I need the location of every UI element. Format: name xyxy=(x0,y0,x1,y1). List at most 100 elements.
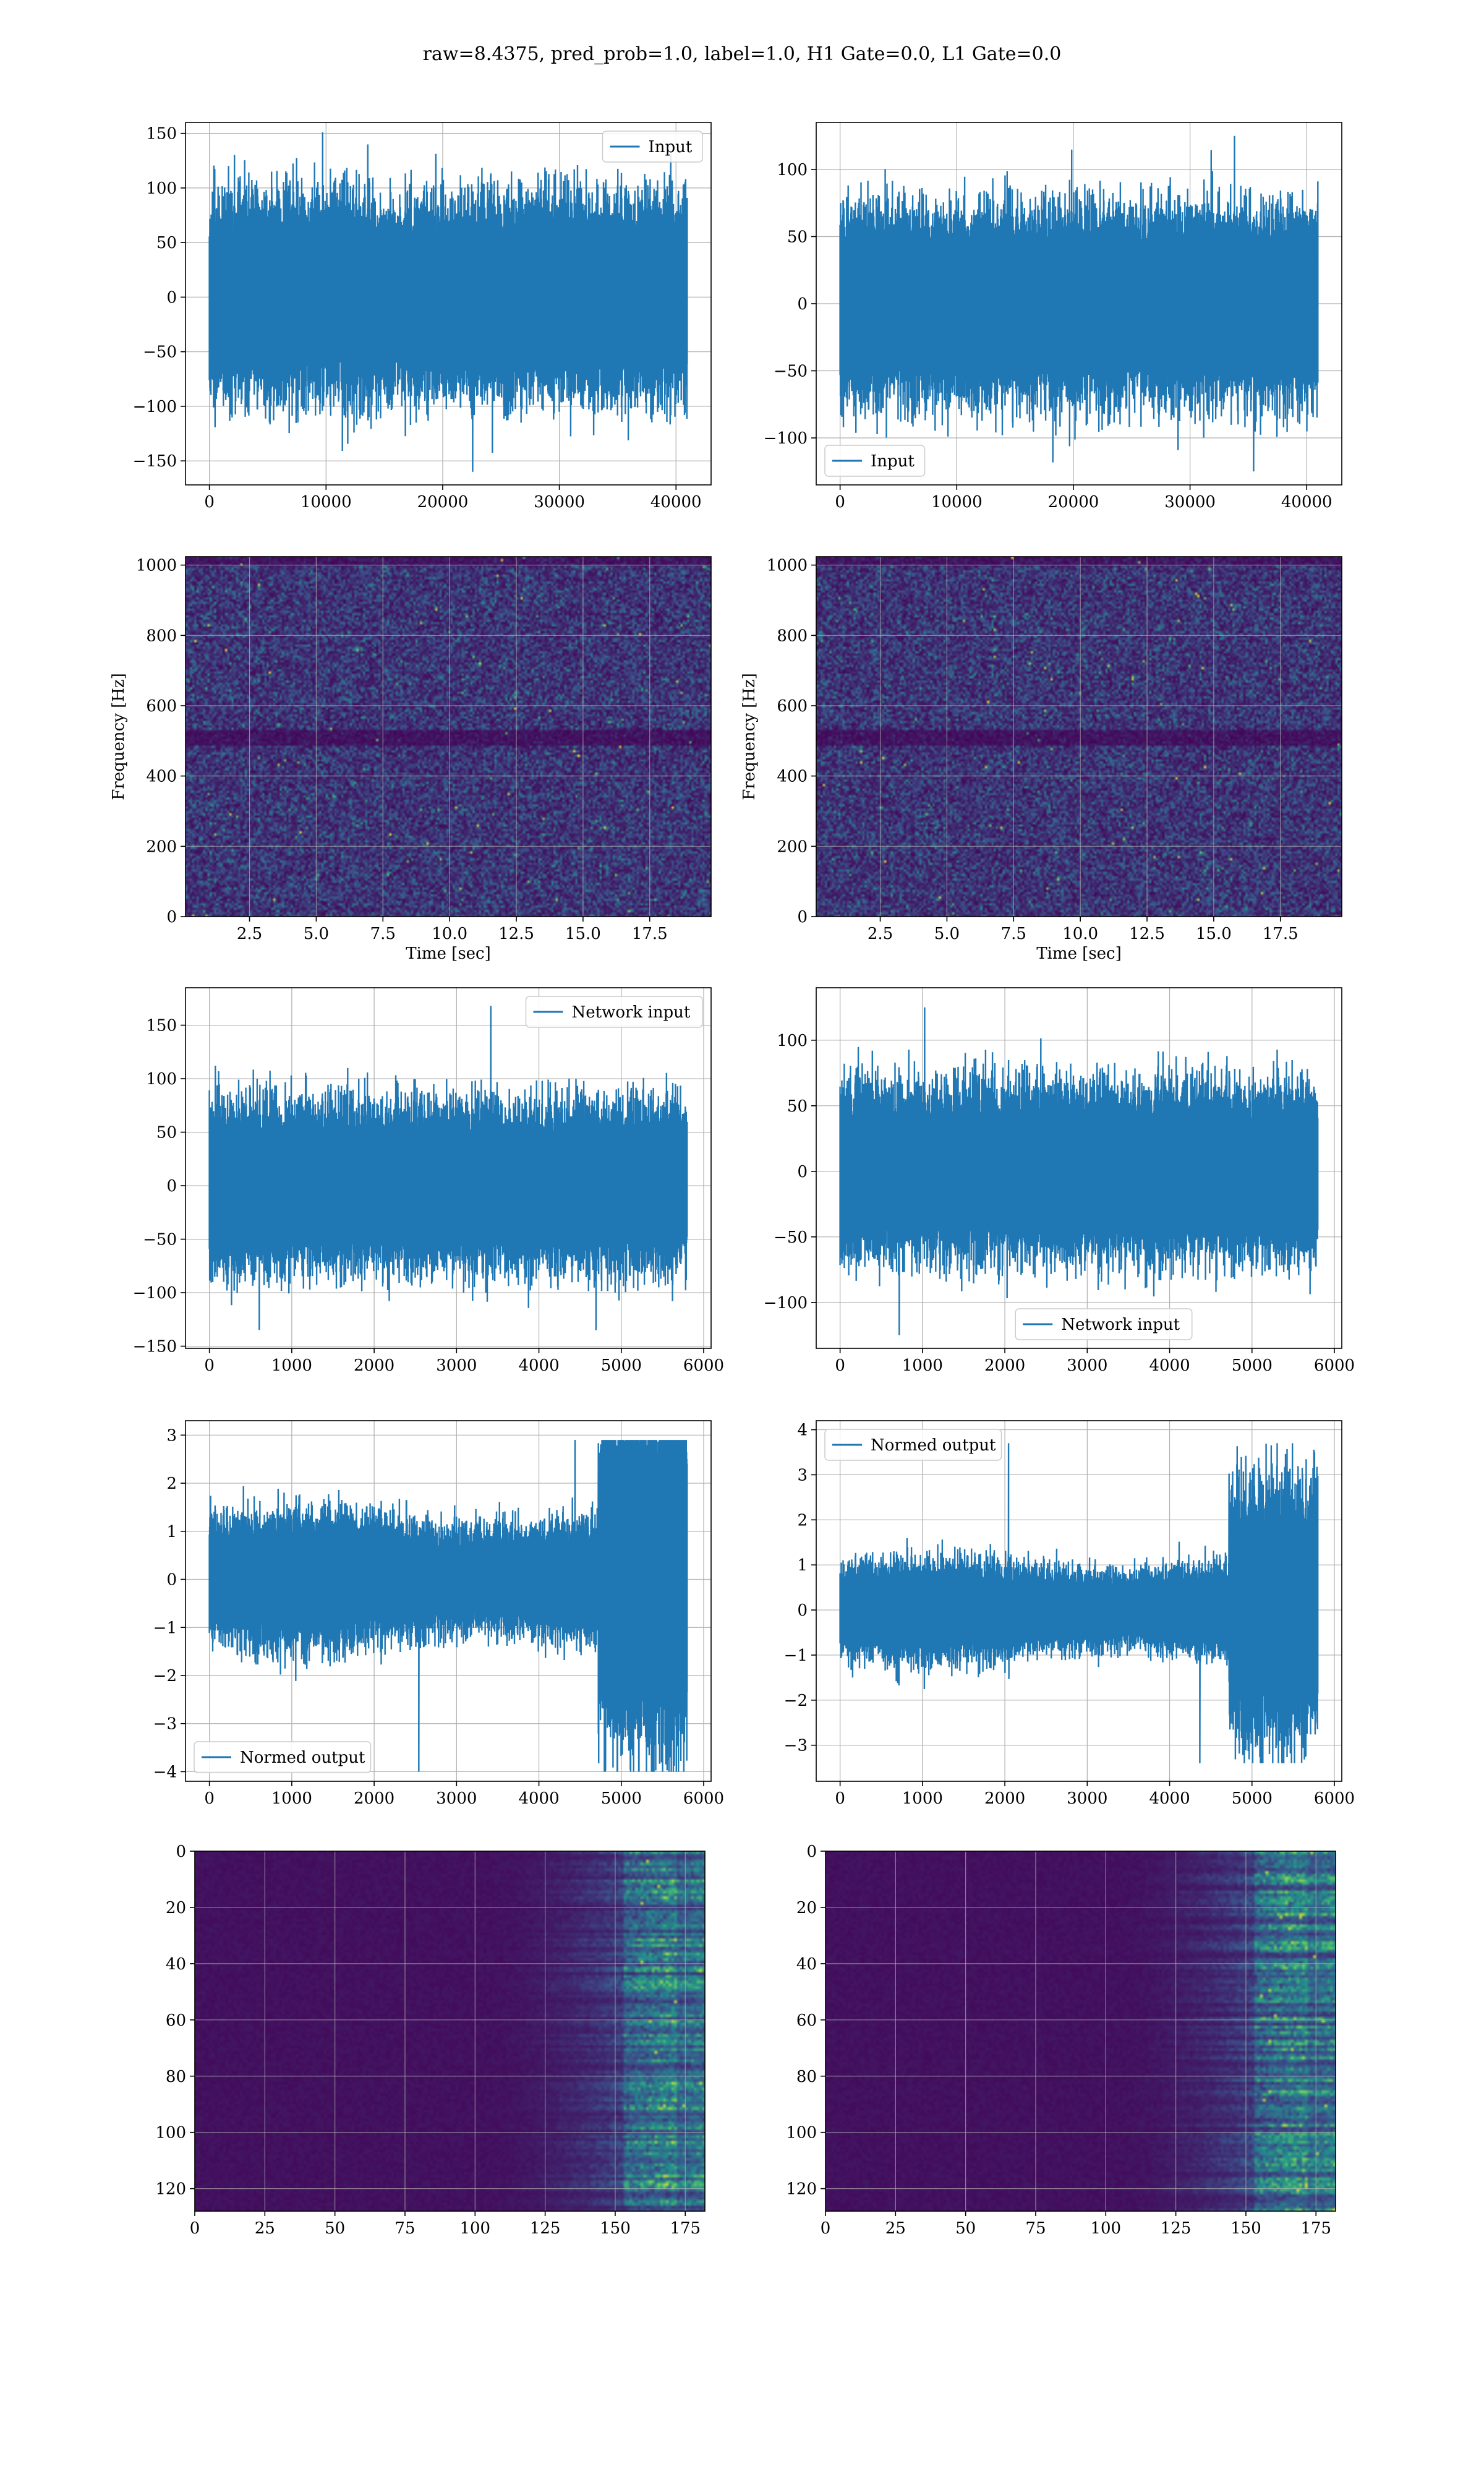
p8-axes-frame xyxy=(194,1851,706,2212)
p6-axes-frame xyxy=(185,1420,712,1782)
p7-ytick-label: 3 xyxy=(797,1466,808,1484)
p5-xtick-label: 0 xyxy=(835,1356,845,1375)
p8-xtick-label: 0 xyxy=(190,2219,200,2238)
p9-xtick-label: 175 xyxy=(1300,2219,1331,2238)
p0-xtick-label: 40000 xyxy=(650,493,702,511)
p9-axes-frame xyxy=(825,1851,1336,2212)
p8-xtick-label: 75 xyxy=(394,2219,415,2238)
p7-xtick-label: 4000 xyxy=(1149,1789,1190,1808)
p0-ytick-label: 50 xyxy=(156,234,177,252)
p9-ytick-label: 100 xyxy=(786,2124,817,2142)
p6-xtick-label: 2000 xyxy=(354,1789,394,1808)
p9-heatmap-image xyxy=(825,1851,1336,2211)
p3-ytick-label: 200 xyxy=(777,837,808,856)
p2-ytick-label: 1000 xyxy=(136,557,177,575)
p8-xtick-label: 50 xyxy=(325,2219,345,2238)
figure-title: raw=8.4375, pred_prob=1.0, label=1.0, H1… xyxy=(422,43,1062,65)
p7-xtick-label: 1000 xyxy=(902,1789,943,1808)
p9-xtick-label: 25 xyxy=(885,2219,906,2238)
p5-series-core xyxy=(840,1132,1318,1211)
p1-ytick-label: −50 xyxy=(774,362,808,381)
p7-series-burst-core xyxy=(1229,1567,1318,1653)
p7-ytick-label: 4 xyxy=(797,1421,808,1440)
p6-ytick-label: 2 xyxy=(166,1475,177,1493)
p2-xtick-label: 17.5 xyxy=(632,925,668,943)
p4-xtick-label: 2000 xyxy=(354,1356,394,1375)
p5-xtick-label: 6000 xyxy=(1314,1356,1355,1375)
p3-heatmap-image xyxy=(816,557,1342,917)
p3-ytick-label: 1000 xyxy=(767,557,808,575)
p5-xtick-label: 5000 xyxy=(1232,1356,1273,1375)
p0-xtick-label: 10000 xyxy=(301,493,352,511)
p3-xtick-label: 15.0 xyxy=(1196,925,1232,943)
p2-ytick-label: 800 xyxy=(146,627,177,645)
p1-legend-label: Input xyxy=(871,452,915,471)
p7-legend-box xyxy=(824,1429,1002,1461)
p0-xtick-label: 20000 xyxy=(417,493,469,511)
p3-subplot: 2.5 5.0 7.5 10.0 12.5 15.0 17.5 0 200 400 600 800 10… xyxy=(740,556,1342,963)
p3-ytick-label: 400 xyxy=(777,768,808,786)
p6-ytick-label: −3 xyxy=(153,1715,177,1734)
p6-ytick-label: 1 xyxy=(166,1523,177,1541)
p4-ytick-label: 50 xyxy=(156,1124,177,1142)
p2-axes-frame xyxy=(185,556,712,917)
p1-xtick-label: 40000 xyxy=(1281,493,1333,511)
p3-xtick-label: 17.5 xyxy=(1263,925,1298,943)
p4-xtick-label: 0 xyxy=(204,1356,215,1375)
p4-xtick-label: 4000 xyxy=(518,1356,559,1375)
p9-ytick-label: 80 xyxy=(796,2068,817,2086)
p8-xtick-label: 125 xyxy=(530,2219,561,2238)
p6-xtick-label: 4000 xyxy=(518,1789,559,1808)
p8-heatmap-image xyxy=(195,1851,705,2211)
p2-heatmap-image xyxy=(186,557,711,917)
p5-xtick-label: 1000 xyxy=(902,1356,943,1375)
p3-xtick-label: 12.5 xyxy=(1129,925,1165,943)
p9-xtick-label: 0 xyxy=(821,2219,831,2238)
p7-ytick-label: 0 xyxy=(797,1601,808,1620)
p4-xtick-label: 3000 xyxy=(436,1356,477,1375)
p5-ytick-label: 0 xyxy=(797,1163,808,1181)
p0-legend: Input xyxy=(602,131,703,163)
p7-xtick-label: 0 xyxy=(835,1789,845,1808)
p3-axes-frame xyxy=(816,556,1342,917)
p2-ytick-label: 400 xyxy=(146,768,177,786)
p3-xtick-label: 5.0 xyxy=(934,925,960,943)
p6-series-burst-core xyxy=(598,1522,688,1637)
p5-xtick-label: 2000 xyxy=(984,1356,1025,1375)
p7-ytick-label: −2 xyxy=(784,1692,808,1710)
p6-ytick-label: −4 xyxy=(153,1763,177,1781)
p7-xtick-label: 3000 xyxy=(1067,1789,1107,1808)
p4-ytick-label: 100 xyxy=(146,1070,177,1089)
p5-ytick-label: 100 xyxy=(777,1032,808,1050)
p6-xtick-label: 5000 xyxy=(601,1789,642,1808)
p0-ytick-label: 150 xyxy=(146,125,177,143)
p6-xtick-label: 6000 xyxy=(683,1789,724,1808)
p7-ytick-label: 1 xyxy=(797,1556,808,1575)
p8-xtick-label: 175 xyxy=(670,2219,701,2238)
p3-xtick-label: 2.5 xyxy=(868,925,893,943)
p2-xtick-label: 5.0 xyxy=(304,925,329,943)
p8-ytick-label: 20 xyxy=(166,1899,186,1917)
p7-legend-label: Normed output xyxy=(871,1436,996,1455)
p2-xtick-label: 7.5 xyxy=(370,925,396,943)
p2-ytick-label: 600 xyxy=(146,697,177,716)
p8-subplot: 0 25 50 75 100 125 150 175 0 20 40 60 80 100 120 xyxy=(155,1843,706,2238)
p3-ytick-label: 800 xyxy=(777,627,808,645)
p9-xtick-label: 100 xyxy=(1090,2219,1121,2238)
p6-subplot: 0 1000 2000 3000 4000 5000 6000 −4 −3 −2 −1 0 1 2 3 Nor… xyxy=(153,1420,724,1808)
p1-series-core xyxy=(840,259,1318,348)
p1-legend: Input xyxy=(824,445,926,477)
p0-subplot: 0 10000 20000 30000 40000 −150 −100 −50 0 50 100 15… xyxy=(133,122,712,511)
p9-xtick-label: 125 xyxy=(1161,2219,1192,2238)
p6-legend: Normed output xyxy=(194,1741,372,1773)
p9-ytick-label: 20 xyxy=(796,1899,817,1917)
p8-ytick-label: 0 xyxy=(176,1843,186,1861)
p5-legend-label: Network input xyxy=(1061,1316,1180,1334)
p8-xtick-label: 25 xyxy=(255,2219,275,2238)
p5-ytick-label: −100 xyxy=(764,1294,808,1312)
p6-ytick-label: −1 xyxy=(153,1619,177,1637)
p7-ytick-label: 2 xyxy=(797,1511,808,1530)
p4-ytick-label: 0 xyxy=(166,1177,177,1196)
p8-ytick-label: 80 xyxy=(166,2068,186,2086)
p8-ytick-label: 60 xyxy=(166,2011,186,2030)
